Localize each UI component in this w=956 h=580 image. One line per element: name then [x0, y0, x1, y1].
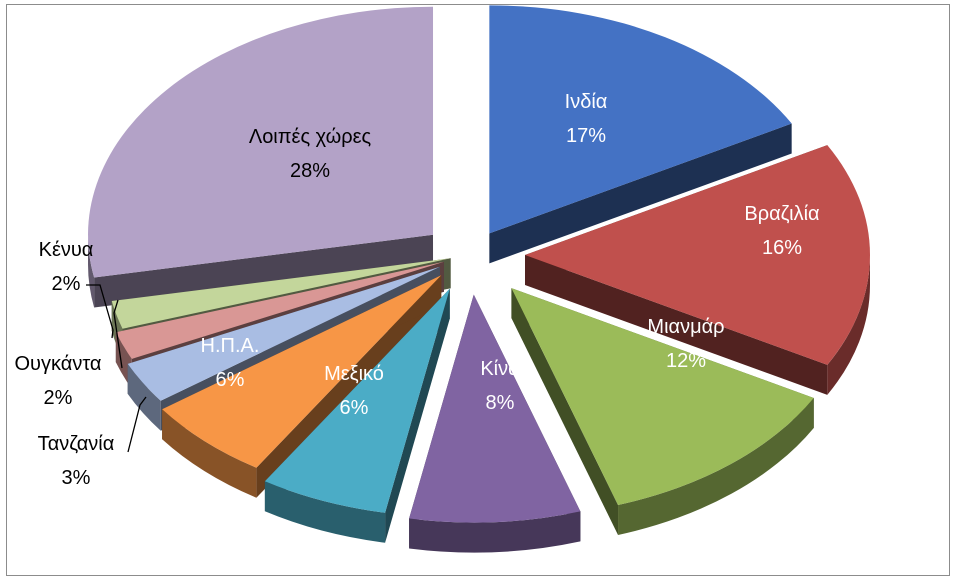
- slice-percent-label: 6%: [340, 397, 369, 419]
- slice-percent-label: 16%: [762, 237, 802, 259]
- slice-side: [827, 255, 870, 395]
- slice-top: [409, 294, 581, 523]
- slice-top: [489, 5, 792, 234]
- slice-percent-label: 3%: [62, 467, 91, 489]
- slice-side: [409, 511, 581, 553]
- slice-percent-label: 28%: [290, 160, 330, 182]
- leader-line: [127, 396, 147, 453]
- slice-top: [115, 261, 444, 359]
- leader-line: [86, 284, 114, 339]
- pie-slice: [88, 6, 434, 308]
- slice-percent-label: 12%: [666, 350, 706, 372]
- slice-wall: [511, 288, 619, 535]
- slice-label: Ουγκάντα: [15, 353, 102, 375]
- slice-side: [618, 397, 814, 535]
- slice-label: Κένυα: [39, 239, 94, 261]
- pie-slice: [489, 5, 792, 264]
- slice-label: Μεξικό: [324, 363, 384, 385]
- slice-percent-label: 2%: [44, 387, 73, 409]
- slice-label: Ινδία: [565, 91, 608, 113]
- leader-line: [113, 299, 123, 369]
- slice-wall: [385, 288, 450, 543]
- slice-top: [111, 258, 451, 329]
- slice-top: [88, 6, 434, 278]
- slice-label: Η.Π.Α.: [201, 335, 260, 357]
- pie-slice: [511, 288, 814, 535]
- slice-top: [127, 266, 440, 401]
- pie-slice: [264, 288, 450, 543]
- slice-side: [264, 481, 386, 543]
- slice-label: Λοιπές χώρες: [249, 126, 372, 148]
- slice-top: [511, 288, 814, 505]
- slice-top: [264, 288, 450, 513]
- slice-percent-label: 17%: [566, 125, 606, 147]
- slice-side: [88, 234, 95, 308]
- slice-side: [162, 409, 257, 498]
- slice-label: Τανζανία: [38, 433, 115, 455]
- slice-percent-label: 2%: [52, 273, 81, 295]
- slice-percent-label: 6%: [216, 369, 245, 391]
- slice-top: [525, 145, 870, 365]
- slice-wall: [525, 255, 828, 395]
- slice-side: [127, 363, 161, 431]
- slice-wall: [489, 123, 792, 264]
- slice-wall: [94, 234, 434, 308]
- slice-percent-label: 8%: [486, 392, 515, 414]
- slice-top: [162, 275, 442, 468]
- pie-slice: [409, 294, 581, 553]
- slice-label: Κίνα: [480, 358, 519, 380]
- slice-label: Βραζιλία: [744, 203, 819, 225]
- pie-slice: [525, 145, 870, 395]
- slice-label: Μιανμάρ: [647, 316, 724, 338]
